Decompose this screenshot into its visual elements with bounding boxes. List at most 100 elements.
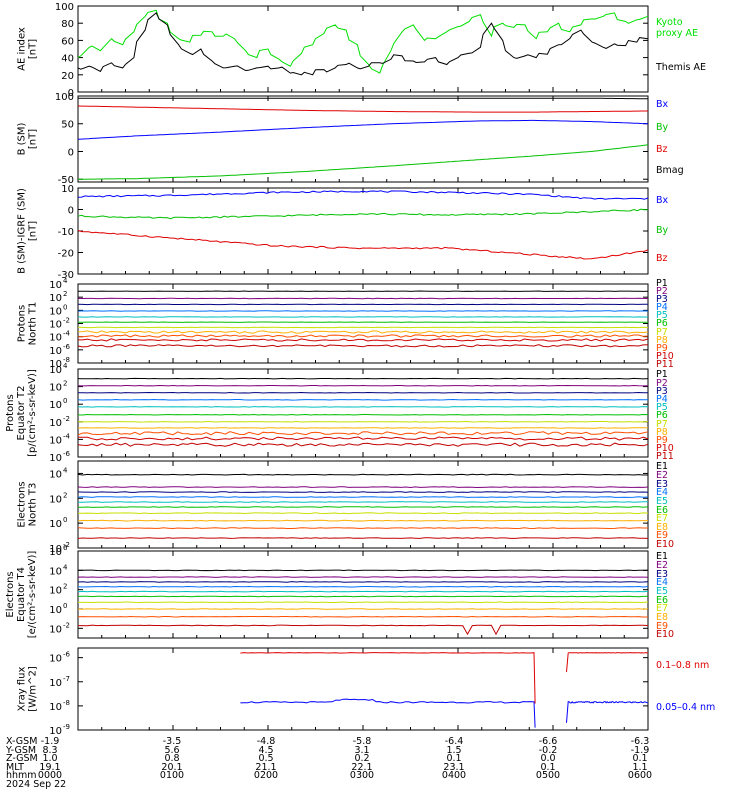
legend-label: P9 (656, 435, 668, 446)
series-line-bx (77, 119, 649, 140)
y-axis-label: B (SM)-IGRF (SM)[nT] (17, 188, 39, 274)
y-tick-label: 10 (49, 544, 62, 555)
legend-label: E1 (656, 551, 668, 562)
series-line-e3 (77, 581, 649, 583)
y-tick-exponent: -8 (63, 699, 70, 707)
y-tick-label: 40 (61, 54, 74, 65)
legend-label: E5 (656, 586, 668, 597)
legend-label: P9 (656, 343, 668, 354)
footer-row-label: Y-GSM (6, 744, 37, 756)
footer-value: -6.3 (630, 736, 650, 747)
y-tick-label: -10 (58, 227, 74, 238)
footer-value: -3.5 (162, 736, 182, 747)
footer-row-label: Z-GSM (6, 753, 38, 765)
footer-row-label: hhmm (6, 770, 37, 782)
legend-label: E3 (656, 479, 668, 490)
footer-value: 0100 (159, 770, 185, 782)
y-tick-label: -30 (58, 270, 74, 281)
legend-label: 0.1–0.8 nm (656, 660, 709, 671)
legend-label: P3 (656, 386, 668, 397)
legend-label: E1 (656, 461, 668, 472)
legend-label: E2 (656, 560, 668, 571)
footer-value: 8.3 (42, 744, 58, 756)
y-tick-label: 10 (49, 346, 62, 357)
y-tick-label: 10 (49, 678, 62, 689)
legend-label: P6 (656, 410, 668, 421)
footer-value: 23.1 (443, 761, 465, 773)
legend-label: P8 (656, 427, 668, 438)
series-line-0-1-0-8-nm (240, 652, 536, 704)
series-line-p11 (77, 442, 649, 447)
y-tick-exponent: 4 (63, 563, 68, 571)
legend-label: Bx (656, 195, 669, 206)
legend-label: P6 (656, 318, 668, 329)
y-tick-exponent: 0 (63, 602, 67, 610)
y-tick-exponent: 4 (63, 277, 68, 285)
legend-label: Themis AE (655, 62, 706, 73)
y-tick-exponent: -2 (63, 415, 70, 423)
y-tick-label: 10 (49, 418, 62, 429)
legend-label: Bz (656, 253, 668, 264)
series-line-p3 (78, 391, 649, 394)
panel-frame (77, 95, 649, 183)
y-tick-label: 100 (55, 92, 74, 103)
footer-value: 3.1 (354, 744, 370, 756)
y-tick-label: 10 (61, 184, 74, 195)
y-tick-exponent: 6 (63, 544, 68, 552)
y-tick-exponent: -6 (63, 651, 71, 659)
panel-frame (77, 5, 649, 93)
series-line-e6 (78, 506, 649, 508)
legend-label: E4 (656, 487, 668, 498)
y-axis-label: ProtonsEquator T2[p/(cm²-s-sr-keV)] (5, 369, 38, 457)
panel-3: -30 -20 -10 0 10 B (SM)-IGRF (SM)[nT] Bx By Bz (17, 184, 669, 281)
legend-label: P4 (656, 302, 668, 313)
y-tick-exponent: -2 (63, 541, 70, 549)
series-line-0-1-0-8-nm (566, 652, 649, 673)
legend-label: E2 (656, 470, 668, 481)
series-line-e1 (77, 569, 649, 572)
legend-label: P7 (656, 327, 668, 338)
series-line-e10 (77, 537, 649, 539)
panel-1: 0 20 40 60 80 100 AE index[nT] Kyoto proxy AE The… (17, 2, 707, 99)
series-line-e5 (77, 590, 649, 593)
footer-value: -5.8 (352, 736, 372, 747)
footer-value: -6.6 (538, 736, 558, 747)
series-line-p8 (77, 427, 649, 429)
y-tick-exponent: -6 (63, 343, 71, 351)
series-line-e2 (77, 486, 649, 489)
y-tick-label: 100 (55, 2, 74, 13)
y-tick-label: 10 (49, 359, 62, 370)
series-line-e7 (78, 512, 649, 515)
legend-label: E3 (656, 569, 668, 580)
footer-value: 19.1 (39, 761, 61, 773)
y-tick-label: 10 (49, 453, 62, 464)
series-line-e3 (77, 491, 649, 493)
y-tick-exponent: -4 (63, 432, 71, 440)
legend-label: E8 (656, 612, 668, 623)
series-line-e4 (77, 585, 649, 588)
legend-label: E7 (656, 603, 668, 614)
y-tick-exponent: 4 (63, 362, 68, 370)
y-tick-exponent: -6 (63, 450, 71, 458)
series-line-p10 (78, 436, 649, 441)
footer-value: -1.9 (40, 736, 60, 747)
legend-label: P7 (656, 419, 668, 430)
series-line-e8 (77, 519, 648, 522)
y-tick-label: 10 (49, 469, 62, 480)
series-line-p6 (77, 413, 649, 416)
series-line-bmag (78, 97, 649, 100)
legend-label: E4 (656, 577, 668, 588)
y-tick-label: 10 (49, 624, 62, 635)
footer-value: 0200 (253, 770, 279, 782)
series-line-p9 (78, 334, 649, 338)
legend-label: P8 (656, 335, 668, 346)
series-line-p10 (78, 338, 649, 342)
footer-value: 0.8 (164, 753, 180, 765)
legend-label: P10 (656, 443, 674, 454)
y-tick-label: 50 (61, 120, 74, 131)
y-tick-exponent: -4 (63, 330, 71, 338)
footer-value: 0.1 (540, 761, 556, 773)
